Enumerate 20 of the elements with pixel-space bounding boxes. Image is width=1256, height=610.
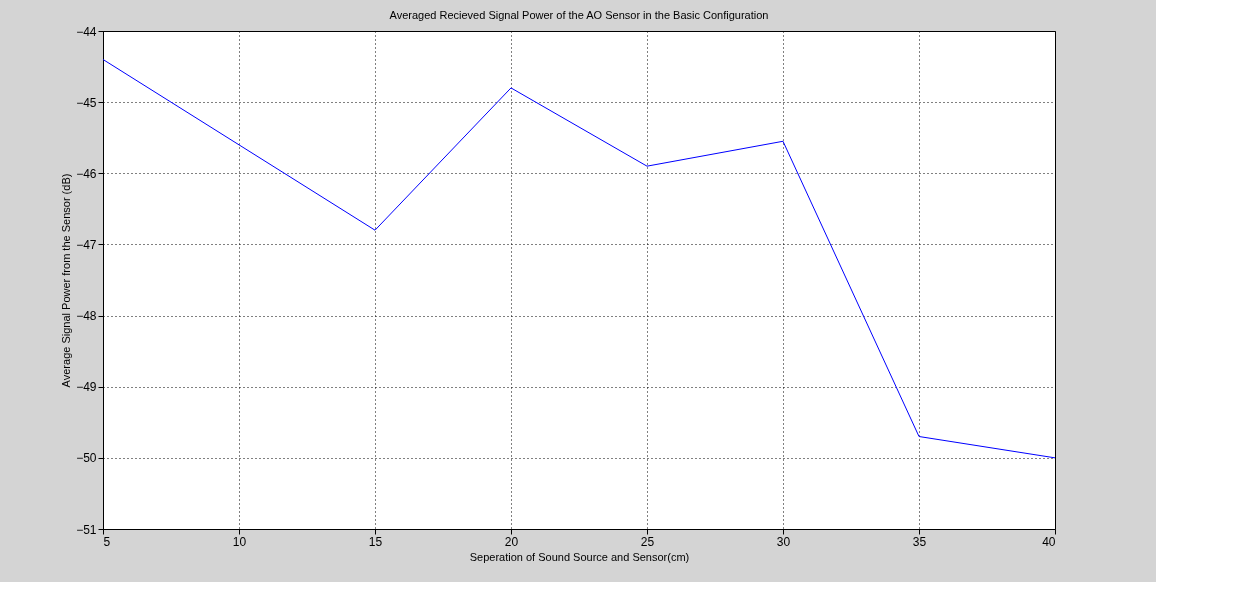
y-tick-label: −45 — [76, 95, 97, 110]
chart-title: Averaged Recieved Signal Power of the AO Sensor in the Basic Configuration — [389, 9, 769, 21]
y-tick-label: −50 — [76, 451, 97, 466]
x-axis-title: Seperation of Sound Source and Sensor(cm) — [469, 550, 690, 563]
y-tick-label: −48 — [76, 309, 97, 324]
x-tick-label: 15 — [368, 534, 383, 549]
x-tick-label: 30 — [776, 534, 791, 549]
x-tick-label: 40 — [1042, 534, 1056, 549]
x-tick-label: 10 — [232, 534, 247, 549]
x-tick-label: 20 — [504, 534, 519, 549]
x-tick-label: 5 — [103, 534, 111, 549]
y-axis-title: Average Signal Power from the Sensor (dB) — [60, 173, 73, 388]
x-tick-label: 25 — [640, 534, 655, 549]
line-series — [103, 58, 1055, 459]
y-tick-label: −46 — [76, 166, 97, 181]
y-tick-label: −51 — [76, 522, 97, 537]
y-tick-label: −47 — [76, 237, 97, 252]
y-tick-label: −44 — [76, 24, 97, 39]
x-tick-label: 35 — [912, 534, 927, 549]
y-tick-label: −49 — [76, 380, 97, 395]
